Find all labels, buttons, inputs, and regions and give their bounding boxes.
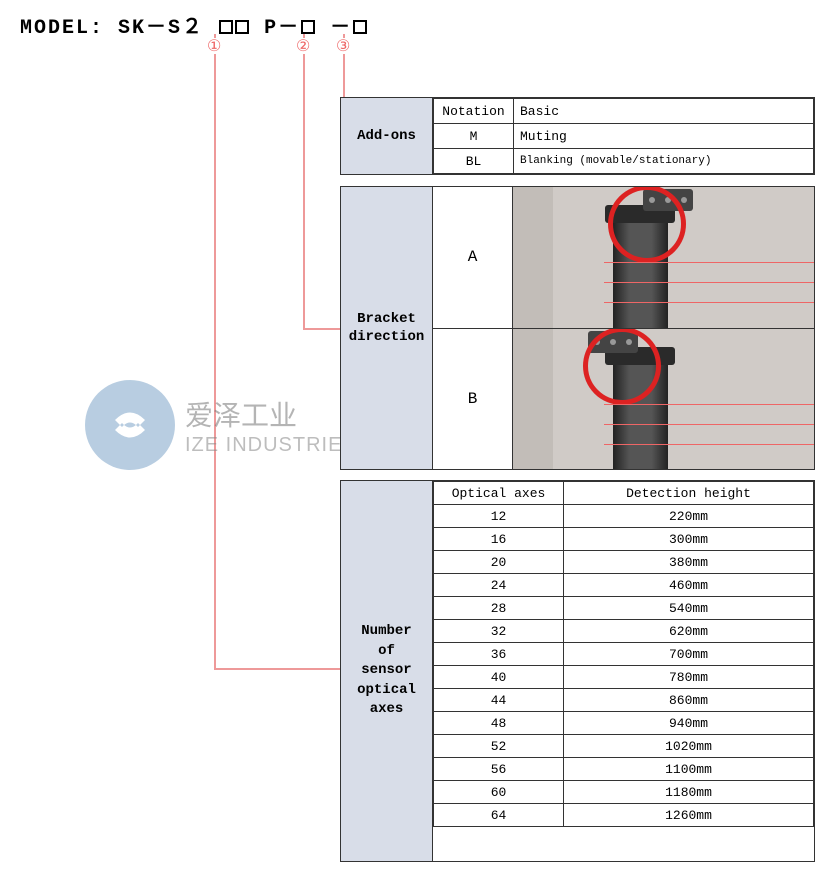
table-row: 32620mm [434, 620, 814, 643]
table-row: M Muting [434, 124, 814, 149]
axes-label: Number of sensor optical axes [341, 481, 433, 861]
axes-h: 940mm [564, 712, 814, 735]
axes-h: 860mm [564, 689, 814, 712]
axes-n: 36 [434, 643, 564, 666]
connector [303, 54, 305, 330]
marker-2: ② [296, 36, 310, 56]
addons-desc: Blanking (movable/stationary) [514, 149, 814, 174]
table-row: 28540mm [434, 597, 814, 620]
model-code: MODEL: SK－S２ P－ － [20, 10, 368, 40]
axes-n: 28 [434, 597, 564, 620]
table-row: 36700mm [434, 643, 814, 666]
axes-header-col1: Optical axes [434, 482, 564, 505]
addons-label: Add-ons [341, 98, 433, 174]
axes-h: 700mm [564, 643, 814, 666]
axes-h: 1260mm [564, 804, 814, 827]
axes-n: 40 [434, 666, 564, 689]
axes-n: 16 [434, 528, 564, 551]
watermark-logo [85, 380, 175, 470]
table-row: 48940mm [434, 712, 814, 735]
watermark-en: IZE INDUSTRIES [185, 434, 357, 457]
table-row: 12220mm [434, 505, 814, 528]
placeholder-box [353, 20, 367, 34]
connector [214, 34, 216, 38]
axes-table: Optical axes Detection height 12220mm163… [433, 481, 814, 827]
model-mid: P－ [264, 17, 300, 40]
axes-n: 56 [434, 758, 564, 781]
connector [303, 34, 305, 38]
axes-h: 300mm [564, 528, 814, 551]
addons-table: Notation Basic M Muting BL Blanking (mov… [433, 98, 814, 174]
bracket-row: B [433, 329, 814, 470]
model-prefix: MODEL: SK－S２ [20, 17, 204, 40]
addons-panel: Add-ons Notation Basic M Muting BL Blank… [340, 97, 815, 175]
axes-n: 32 [434, 620, 564, 643]
axes-h: 380mm [564, 551, 814, 574]
axes-panel: Number of sensor optical axes Optical ax… [340, 480, 815, 862]
axes-n: 60 [434, 781, 564, 804]
table-row: Notation Basic [434, 99, 814, 124]
watermark: 爱泽工业 IZE INDUSTRIES [85, 380, 357, 470]
table-row: 561100mm [434, 758, 814, 781]
bracket-image-a [513, 187, 814, 328]
bracket-image-b [513, 329, 814, 470]
addons-desc: Muting [514, 124, 814, 149]
placeholder-box [235, 20, 249, 34]
table-row: 44860mm [434, 689, 814, 712]
addons-code: BL [434, 149, 514, 174]
table-row: BL Blanking (movable/stationary) [434, 149, 814, 174]
placeholder-box [219, 20, 233, 34]
axes-h: 540mm [564, 597, 814, 620]
table-row: 20380mm [434, 551, 814, 574]
axes-n: 12 [434, 505, 564, 528]
table-row: 16300mm [434, 528, 814, 551]
axes-h: 460mm [564, 574, 814, 597]
connector [214, 54, 216, 670]
axes-header-col2: Detection height [564, 482, 814, 505]
placeholder-box [301, 20, 315, 34]
table-row: 521020mm [434, 735, 814, 758]
table-row: 641260mm [434, 804, 814, 827]
watermark-zh: 爱泽工业 [185, 394, 357, 434]
bracket-row: A [433, 187, 814, 329]
marker-3: ③ [336, 36, 350, 56]
addons-header-notation: Notation [434, 99, 514, 124]
table-row: 24460mm [434, 574, 814, 597]
connector [214, 668, 341, 670]
axes-n: 44 [434, 689, 564, 712]
connector [303, 328, 341, 330]
axes-h: 220mm [564, 505, 814, 528]
connector [343, 34, 345, 38]
table-row: 601180mm [434, 781, 814, 804]
axes-h: 780mm [564, 666, 814, 689]
bracket-letter: A [433, 187, 513, 328]
axes-n: 52 [434, 735, 564, 758]
addons-code: M [434, 124, 514, 149]
table-row: Optical axes Detection height [434, 482, 814, 505]
axes-n: 64 [434, 804, 564, 827]
axes-n: 48 [434, 712, 564, 735]
axes-h: 620mm [564, 620, 814, 643]
marker-1: ① [207, 36, 221, 56]
axes-n: 24 [434, 574, 564, 597]
addons-header-basic: Basic [514, 99, 814, 124]
table-row: 40780mm [434, 666, 814, 689]
axes-n: 20 [434, 551, 564, 574]
bracket-letter: B [433, 329, 513, 470]
connector [343, 60, 345, 62]
axes-h: 1100mm [564, 758, 814, 781]
axes-h: 1180mm [564, 781, 814, 804]
bracket-label: Bracket direction [341, 187, 433, 469]
bracket-panel: Bracket direction A B [340, 186, 815, 470]
axes-h: 1020mm [564, 735, 814, 758]
